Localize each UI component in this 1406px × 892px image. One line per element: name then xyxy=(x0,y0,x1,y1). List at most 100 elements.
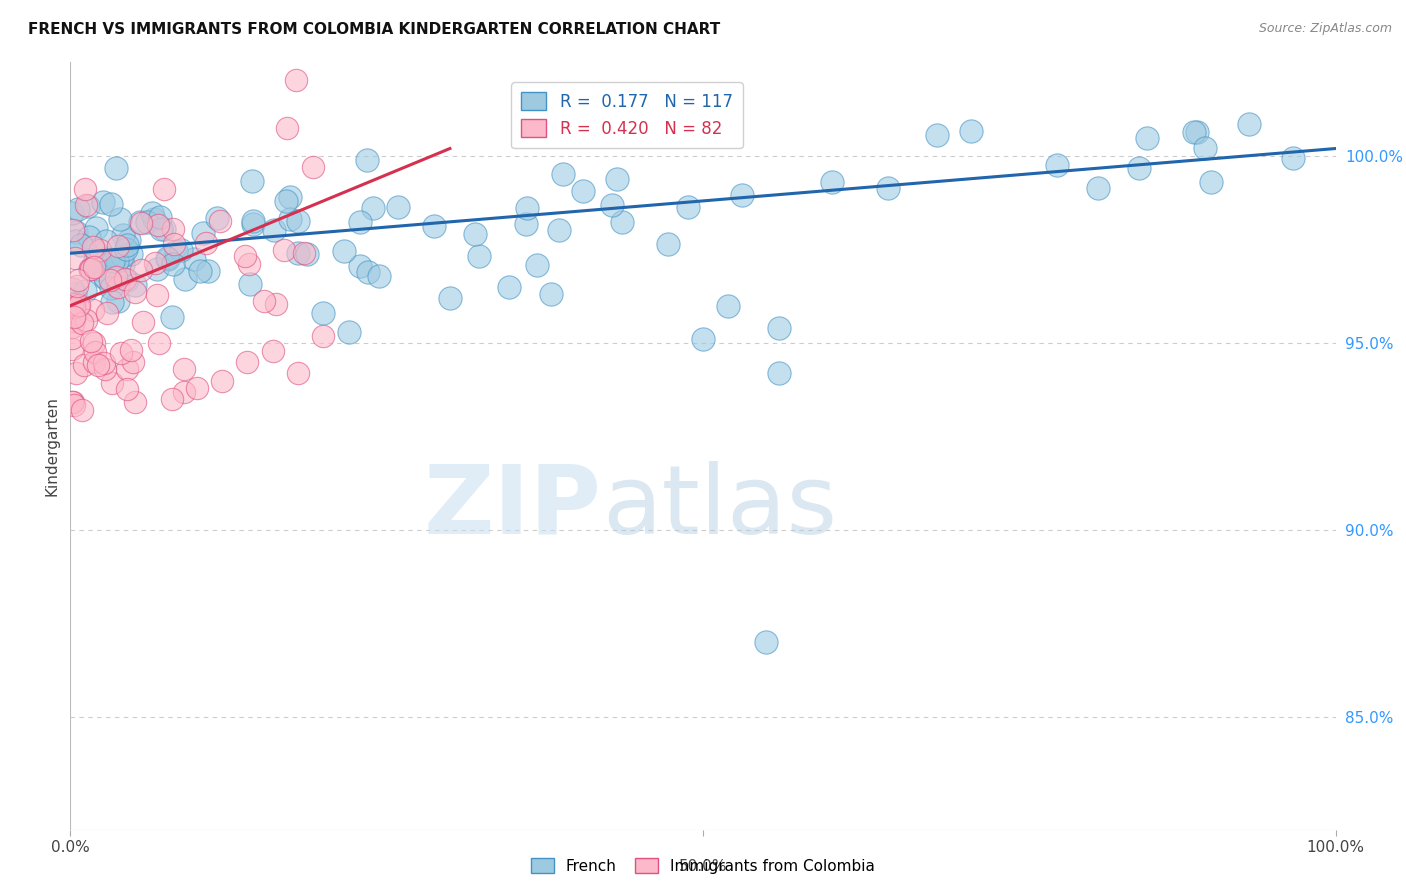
Point xyxy=(692,332,714,346)
Point xyxy=(83,355,105,369)
Point xyxy=(115,382,138,396)
Point xyxy=(368,268,391,283)
Point xyxy=(129,216,152,230)
Point xyxy=(755,635,778,649)
Point xyxy=(236,355,259,369)
Point xyxy=(264,296,287,310)
Point xyxy=(1237,117,1260,131)
Point xyxy=(60,205,83,219)
Point xyxy=(112,227,135,242)
Point xyxy=(120,246,142,260)
Point xyxy=(60,319,83,334)
Point xyxy=(292,245,315,260)
Point xyxy=(526,258,548,272)
Point xyxy=(83,336,105,351)
Point xyxy=(301,160,323,174)
Point xyxy=(83,345,105,359)
Point xyxy=(207,211,229,226)
Point xyxy=(173,384,195,399)
Point xyxy=(540,287,562,301)
Point xyxy=(89,243,111,257)
Point xyxy=(273,243,295,257)
Point xyxy=(104,272,127,286)
Point xyxy=(66,279,89,293)
Point xyxy=(94,271,117,285)
Point xyxy=(516,202,538,216)
Point xyxy=(768,366,790,380)
Point xyxy=(149,211,172,225)
Point xyxy=(253,293,276,308)
Point xyxy=(101,254,124,268)
Point xyxy=(66,299,89,313)
Y-axis label: Kindergarten: Kindergarten xyxy=(44,396,59,496)
Point xyxy=(332,244,354,259)
Point xyxy=(1201,175,1223,189)
Point xyxy=(163,236,186,251)
Point xyxy=(60,342,83,356)
Point xyxy=(115,273,138,287)
Point xyxy=(153,222,176,236)
Point xyxy=(464,227,486,241)
Point xyxy=(124,395,146,409)
Point xyxy=(162,257,184,271)
Point xyxy=(349,259,371,273)
Point xyxy=(124,278,146,293)
Point xyxy=(83,260,105,275)
Point xyxy=(80,334,103,349)
Point xyxy=(156,252,179,266)
Point xyxy=(107,279,129,293)
Point xyxy=(72,403,94,417)
Point xyxy=(357,265,380,279)
Point xyxy=(65,235,87,249)
Point xyxy=(160,310,183,324)
Point xyxy=(66,202,89,216)
Legend: French, Immigrants from Colombia: French, Immigrants from Colombia xyxy=(524,852,882,880)
Point xyxy=(122,355,145,369)
Point xyxy=(361,201,384,215)
Point xyxy=(242,214,264,228)
Point xyxy=(606,171,628,186)
Point xyxy=(63,398,86,412)
Point xyxy=(238,256,260,270)
Point xyxy=(312,328,335,343)
Point xyxy=(551,167,574,181)
Point xyxy=(66,273,89,287)
Point xyxy=(149,221,172,235)
Point xyxy=(211,374,233,388)
Point xyxy=(387,200,409,214)
Text: ZIP: ZIP xyxy=(423,461,602,554)
Point xyxy=(105,161,128,176)
Point xyxy=(93,194,115,209)
Point xyxy=(498,280,520,294)
Point xyxy=(173,362,195,376)
Point xyxy=(76,199,98,213)
Point xyxy=(174,272,197,286)
Point xyxy=(100,196,122,211)
Point xyxy=(65,297,87,311)
Point xyxy=(153,182,176,196)
Legend: R =  0.177   N = 117, R =  0.420   N = 82: R = 0.177 N = 117, R = 0.420 N = 82 xyxy=(512,82,742,148)
Point xyxy=(165,244,187,258)
Point xyxy=(274,194,297,209)
Point xyxy=(65,306,87,320)
Point xyxy=(515,217,537,231)
Point xyxy=(60,297,83,311)
Point xyxy=(195,235,218,250)
Point xyxy=(262,343,284,358)
Point xyxy=(1282,151,1305,165)
Text: 50.0%: 50.0% xyxy=(679,860,727,874)
Point xyxy=(75,313,97,327)
Point xyxy=(118,233,141,247)
Point xyxy=(278,211,301,226)
Point xyxy=(73,358,96,372)
Point xyxy=(197,263,219,277)
Point xyxy=(103,253,125,268)
Point xyxy=(191,226,214,240)
Point xyxy=(160,392,183,407)
Point xyxy=(62,223,84,237)
Point xyxy=(79,262,101,277)
Point xyxy=(107,293,129,308)
Point xyxy=(129,263,152,277)
Point xyxy=(114,271,136,285)
Point xyxy=(96,306,118,320)
